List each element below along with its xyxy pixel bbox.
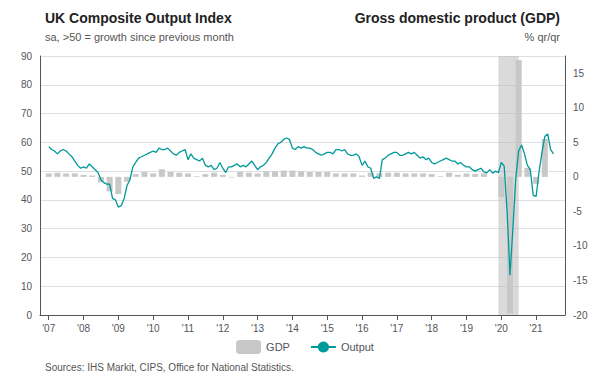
svg-text:Output: Output xyxy=(341,341,374,353)
svg-text:Gross domestic product (GDP): Gross domestic product (GDP) xyxy=(355,10,560,26)
svg-text:GDP: GDP xyxy=(266,341,290,353)
svg-text:'17: '17 xyxy=(390,323,403,334)
svg-text:15: 15 xyxy=(573,68,585,79)
svg-text:0: 0 xyxy=(26,310,32,321)
svg-text:10: 10 xyxy=(573,102,585,113)
svg-text:10: 10 xyxy=(21,281,33,292)
svg-text:60: 60 xyxy=(21,137,33,148)
svg-text:70: 70 xyxy=(21,108,33,119)
svg-text:'19: '19 xyxy=(460,323,473,334)
svg-text:30: 30 xyxy=(21,223,33,234)
svg-text:-5: -5 xyxy=(573,206,582,217)
svg-text:'21: '21 xyxy=(530,323,543,334)
svg-text:'07: '07 xyxy=(42,323,55,334)
svg-text:'13: '13 xyxy=(251,323,264,334)
svg-text:sa, >50 = growth since previou: sa, >50 = growth since previous month xyxy=(45,31,234,43)
svg-text:'14: '14 xyxy=(286,323,299,334)
svg-text:Sources: IHS Markit, CIPS, Off: Sources: IHS Markit, CIPS, Office for Na… xyxy=(45,362,294,373)
svg-text:UK Composite Output Index: UK Composite Output Index xyxy=(45,10,232,26)
svg-text:'11: '11 xyxy=(182,323,195,334)
svg-text:20: 20 xyxy=(21,252,33,263)
svg-text:'08: '08 xyxy=(77,323,90,334)
svg-text:-10: -10 xyxy=(573,240,588,251)
svg-text:0: 0 xyxy=(573,171,579,182)
svg-text:'12: '12 xyxy=(216,323,229,334)
svg-text:'10: '10 xyxy=(147,323,160,334)
svg-text:'20: '20 xyxy=(495,323,508,334)
svg-text:-15: -15 xyxy=(573,275,588,286)
svg-text:% qr/qr: % qr/qr xyxy=(525,31,561,43)
svg-text:'15: '15 xyxy=(321,323,334,334)
svg-text:'09: '09 xyxy=(112,323,125,334)
svg-text:40: 40 xyxy=(21,194,33,205)
svg-text:50: 50 xyxy=(21,166,33,177)
svg-text:'18: '18 xyxy=(425,323,438,334)
svg-text:5: 5 xyxy=(573,137,579,148)
svg-text:'16: '16 xyxy=(356,323,369,334)
svg-text:80: 80 xyxy=(21,79,33,90)
svg-text:-20: -20 xyxy=(573,310,588,321)
svg-text:90: 90 xyxy=(21,51,33,62)
